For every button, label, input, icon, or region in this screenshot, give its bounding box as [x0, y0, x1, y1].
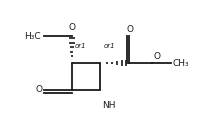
Text: H₃C: H₃C	[25, 32, 41, 41]
Text: O: O	[127, 25, 134, 34]
Text: O: O	[35, 85, 42, 94]
Text: or1: or1	[104, 43, 115, 49]
Text: or1: or1	[75, 43, 87, 49]
Text: O: O	[68, 23, 75, 32]
Text: O: O	[153, 52, 160, 61]
Text: NH: NH	[102, 101, 115, 110]
Text: CH₃: CH₃	[173, 58, 189, 68]
